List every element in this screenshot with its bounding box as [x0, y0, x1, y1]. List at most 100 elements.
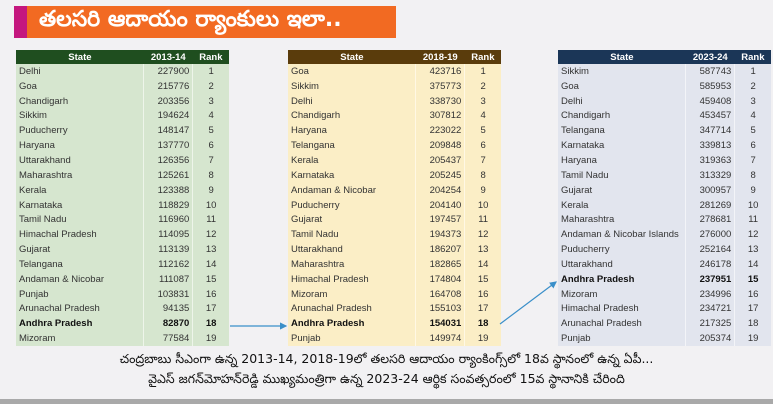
rank-cell: 3 [464, 93, 501, 109]
value-cell: 423716 [415, 64, 466, 79]
rank-cell: 8 [192, 167, 229, 183]
caption-line-2: వైఎస్ జగన్‌మోహన్‌రెడ్డి ముఖ్యమంత్రిగా ఉన… [148, 371, 625, 386]
state-cell: Puducherry [558, 242, 686, 257]
rank-cell: 1 [192, 64, 229, 79]
rank-cell: 7 [734, 153, 771, 168]
column-header: Rank [734, 50, 771, 64]
state-cell: Mizoram [16, 331, 144, 347]
table-row: Sikkim 375773 2 [288, 78, 501, 94]
state-cell: Chandigarh [558, 108, 686, 124]
table-row: Arunachal Pradesh 94135 17 [16, 301, 229, 317]
table-row: Mizoram 234996 16 [558, 286, 771, 302]
rank-cell: 2 [734, 78, 771, 94]
table-header-row: State 2023-24 Rank [558, 50, 771, 64]
table-row: Punjab 103831 16 [16, 286, 229, 302]
value-cell: 182865 [415, 256, 466, 272]
table-row: Kerala 205437 7 [288, 153, 501, 168]
value-cell: 116960 [143, 212, 194, 228]
table-row: Telangana 112162 14 [16, 256, 229, 272]
value-cell: 126356 [143, 153, 194, 168]
rank-cell: 1 [734, 64, 771, 79]
rank-cell: 15 [192, 271, 229, 287]
table-row: Haryana 137770 6 [16, 138, 229, 154]
state-cell: Tamil Nadu [558, 167, 686, 183]
rank-cell: 2 [192, 78, 229, 94]
value-cell: 197457 [415, 212, 466, 228]
table-row: Karnataka 205245 8 [288, 167, 501, 183]
value-cell: 103831 [143, 286, 194, 302]
state-cell: Mizoram [288, 286, 416, 302]
state-cell: Andaman & Nicobar [288, 182, 416, 198]
table-row: Maharashtra 125261 8 [16, 167, 229, 183]
state-cell: Telangana [16, 256, 144, 272]
table-row: Gujarat 113139 13 [16, 242, 229, 257]
value-cell: 234996 [685, 286, 736, 302]
value-cell: 313329 [685, 167, 736, 183]
value-cell: 585953 [685, 78, 736, 94]
state-cell: Chandigarh [288, 108, 416, 124]
table-row: Goa 215776 2 [16, 78, 229, 94]
column-header: Rank [464, 50, 501, 64]
table-row: Karnataka 339813 6 [558, 138, 771, 154]
table-row: Tamil Nadu 116960 11 [16, 212, 229, 228]
table-row: Chandigarh 307812 4 [288, 108, 501, 124]
rank-cell: 5 [464, 123, 501, 139]
state-cell: Arunachal Pradesh [16, 301, 144, 317]
table-row: Maharashtra 182865 14 [288, 256, 501, 272]
rank-cell: 9 [734, 182, 771, 198]
rank-cell: 8 [464, 167, 501, 183]
value-cell: 276000 [685, 227, 736, 243]
rank-cell: 5 [734, 123, 771, 139]
rank-cell: 4 [464, 108, 501, 124]
rank-cell: 12 [192, 227, 229, 243]
value-cell: 112162 [143, 256, 194, 272]
value-cell: 149974 [415, 331, 466, 347]
value-cell: 118829 [143, 197, 194, 213]
table-row: Andhra Pradesh 154031 18 [288, 316, 501, 332]
state-cell: Punjab [288, 331, 416, 347]
column-header: Rank [192, 50, 229, 64]
value-cell: 319363 [685, 153, 736, 168]
state-cell: Karnataka [16, 197, 144, 213]
value-cell: 194624 [143, 108, 194, 124]
state-cell: Himachal Pradesh [558, 301, 686, 317]
table-2023-24: State 2023-24 Rank Sikkim 587743 1 Goa 585953 2 D… [558, 50, 771, 347]
value-cell: 339813 [685, 138, 736, 154]
state-cell: Delhi [558, 93, 686, 109]
value-cell: 164708 [415, 286, 466, 302]
state-cell: Punjab [16, 286, 144, 302]
rank-cell: 18 [192, 316, 229, 332]
state-cell: Gujarat [288, 212, 416, 228]
column-header: 2023-24 [685, 50, 735, 64]
table-row: Arunachal Pradesh 217325 18 [558, 316, 771, 332]
table-row: Goa 423716 1 [288, 64, 501, 79]
value-cell: 186207 [415, 242, 466, 257]
value-cell: 252164 [685, 242, 736, 257]
state-cell: Himachal Pradesh [16, 227, 144, 243]
state-cell: Tamil Nadu [16, 212, 144, 228]
rank-cell: 12 [464, 227, 501, 243]
table-row: Uttarakhand 126356 7 [16, 153, 229, 168]
state-cell: Uttarakhand [16, 153, 144, 168]
table-row: Haryana 223022 5 [288, 123, 501, 139]
state-cell: Sikkim [288, 78, 416, 94]
value-cell: 453457 [685, 108, 736, 124]
table-row: Arunachal Pradesh 155103 17 [288, 301, 501, 317]
rank-cell: 19 [464, 331, 501, 347]
rank-cell: 4 [734, 108, 771, 124]
column-header: State [16, 50, 144, 64]
value-cell: 246178 [685, 256, 736, 272]
value-cell: 205245 [415, 167, 466, 183]
table-2013-14: State 2013-14 Rank Delhi 227900 1 Goa 215776 2 Ch… [16, 50, 229, 347]
state-cell: Haryana [288, 123, 416, 139]
rank-cell: 13 [734, 242, 771, 257]
state-cell: Goa [288, 64, 416, 79]
rank-cell: 15 [464, 271, 501, 287]
caption: చంద్రబాబు సీఎంగా ఉన్న 2013-14, 2018-19లో… [0, 349, 773, 389]
rank-cell: 18 [734, 316, 771, 332]
rank-cell: 14 [464, 256, 501, 272]
table-row: Andaman & Nicobar 111087 15 [16, 271, 229, 287]
value-cell: 215776 [143, 78, 194, 94]
value-cell: 278681 [685, 212, 736, 228]
